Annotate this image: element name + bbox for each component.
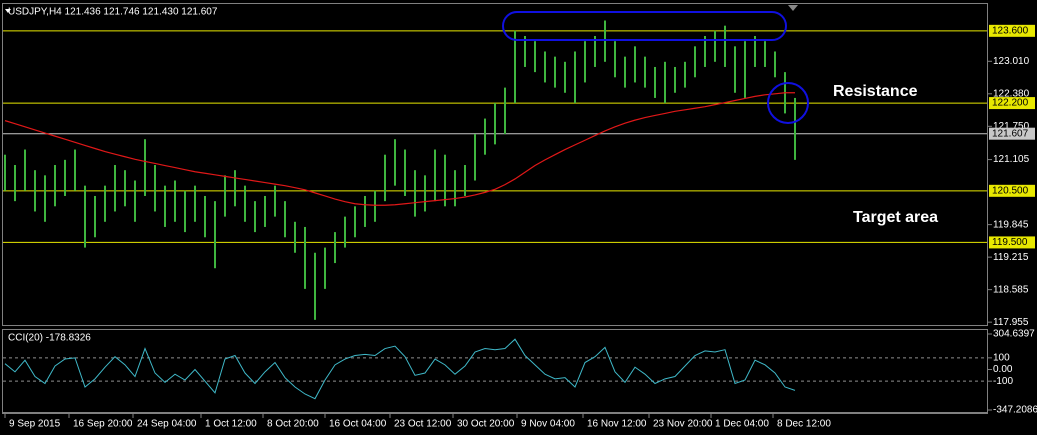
price-pane bbox=[2, 3, 988, 326]
resistance-outline bbox=[502, 11, 787, 41]
cci-line bbox=[4, 338, 796, 400]
y-tick-label: 119.845 bbox=[993, 219, 1029, 230]
level-label-box bbox=[989, 127, 1035, 140]
y-tick-label: 118.585 bbox=[993, 284, 1029, 295]
x-tick-label: 24 Sep 04:00 bbox=[137, 419, 197, 430]
level-label-box bbox=[989, 184, 1035, 197]
level-label-box bbox=[989, 236, 1035, 249]
x-tick-label: 8 Oct 20:00 bbox=[267, 419, 319, 430]
y-tick-label: 123.010 bbox=[993, 56, 1030, 67]
x-tick-label: 1 Oct 12:00 bbox=[205, 419, 257, 430]
x-tick-label: 16 Sep 20:00 bbox=[73, 419, 133, 430]
annotation: Target area bbox=[853, 209, 938, 226]
x-tick-label: 8 Dec 12:00 bbox=[777, 419, 831, 430]
x-tick-label: 23 Nov 20:00 bbox=[653, 419, 713, 430]
x-tick-label: 16 Nov 12:00 bbox=[587, 419, 647, 430]
level-label-box bbox=[989, 24, 1035, 37]
break-circle bbox=[767, 82, 809, 124]
y-tick-label: 304.6397 bbox=[993, 329, 1035, 340]
y-tick-label: 121.750 bbox=[993, 121, 1030, 132]
level-label: 123.600 bbox=[992, 25, 1029, 36]
y-tick-label: -347.2086 bbox=[993, 405, 1037, 416]
y-tick-label: 121.105 bbox=[993, 154, 1030, 165]
cci-pane bbox=[2, 329, 988, 413]
x-tick-label: 9 Nov 04:00 bbox=[521, 419, 575, 430]
level-label: 119.500 bbox=[992, 237, 1028, 248]
shift-marker bbox=[788, 5, 798, 11]
y-tick-label: 0.00 bbox=[993, 364, 1013, 375]
level-label: 122.200 bbox=[992, 98, 1029, 109]
x-tick-label: 30 Oct 20:00 bbox=[457, 419, 515, 430]
y-tick-label: -100 bbox=[993, 376, 1013, 387]
moving-average bbox=[4, 92, 795, 206]
level-label: 120.500 bbox=[992, 185, 1029, 196]
y-tick-label: 122.380 bbox=[993, 88, 1030, 99]
x-tick-label: 23 Oct 12:00 bbox=[394, 419, 452, 430]
level-label-box bbox=[989, 97, 1035, 110]
title-arrow bbox=[5, 9, 11, 13]
plot-layer: 123.010 122.380 121.750 121.105 119.845 119.2… bbox=[3, 20, 1037, 430]
x-tick-label: 1 Dec 04:00 bbox=[715, 419, 769, 430]
y-tick-label: 117.955 bbox=[993, 317, 1029, 328]
y-tick-label: 119.215 bbox=[993, 252, 1029, 263]
price-title: USDJPY,H4 121.436 121.746 121.430 121.60… bbox=[8, 7, 218, 18]
cci-title: CCI(20) -178.8326 bbox=[8, 333, 91, 344]
x-tick-label: 16 Oct 04:00 bbox=[329, 419, 387, 430]
x-tick-label: 9 Sep 2015 bbox=[9, 419, 61, 430]
y-tick-label: 100 bbox=[993, 352, 1010, 363]
annotation: Resistance bbox=[833, 83, 918, 100]
level-label: 121.607 bbox=[992, 128, 1029, 139]
